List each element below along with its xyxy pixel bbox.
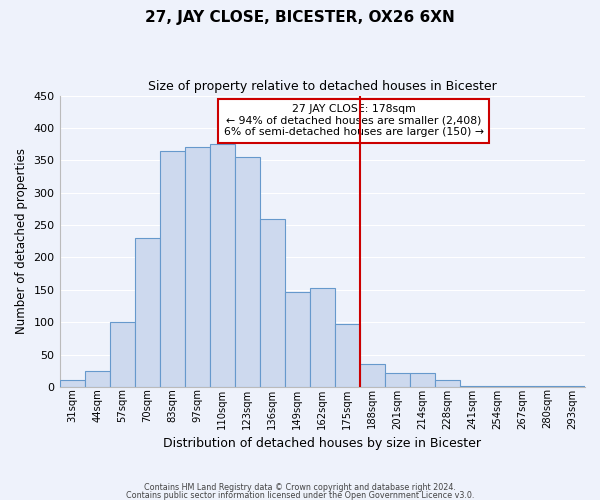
Text: 27 JAY CLOSE: 178sqm
← 94% of detached houses are smaller (2,408)
6% of semi-det: 27 JAY CLOSE: 178sqm ← 94% of detached h… bbox=[224, 104, 484, 138]
Bar bbox=[209, 144, 235, 387]
Bar bbox=[385, 372, 410, 387]
Text: Contains HM Land Registry data © Crown copyright and database right 2024.: Contains HM Land Registry data © Crown c… bbox=[144, 484, 456, 492]
Bar bbox=[59, 380, 85, 387]
Bar bbox=[235, 157, 260, 387]
Text: Contains public sector information licensed under the Open Government Licence v3: Contains public sector information licen… bbox=[126, 490, 474, 500]
Bar bbox=[335, 324, 360, 387]
Bar bbox=[535, 386, 560, 387]
X-axis label: Distribution of detached houses by size in Bicester: Distribution of detached houses by size … bbox=[163, 437, 481, 450]
Bar bbox=[435, 380, 460, 387]
Bar bbox=[85, 370, 110, 387]
Bar bbox=[185, 148, 209, 387]
Title: Size of property relative to detached houses in Bicester: Size of property relative to detached ho… bbox=[148, 80, 497, 93]
Bar bbox=[410, 372, 435, 387]
Bar bbox=[134, 238, 160, 387]
Y-axis label: Number of detached properties: Number of detached properties bbox=[15, 148, 28, 334]
Bar bbox=[285, 292, 310, 387]
Text: 27, JAY CLOSE, BICESTER, OX26 6XN: 27, JAY CLOSE, BICESTER, OX26 6XN bbox=[145, 10, 455, 25]
Bar bbox=[460, 386, 485, 387]
Bar bbox=[510, 386, 535, 387]
Bar bbox=[485, 386, 510, 387]
Bar bbox=[560, 386, 585, 387]
Bar bbox=[110, 322, 134, 387]
Bar bbox=[260, 218, 285, 387]
Bar bbox=[310, 288, 335, 387]
Bar bbox=[160, 150, 185, 387]
Bar bbox=[360, 364, 385, 387]
